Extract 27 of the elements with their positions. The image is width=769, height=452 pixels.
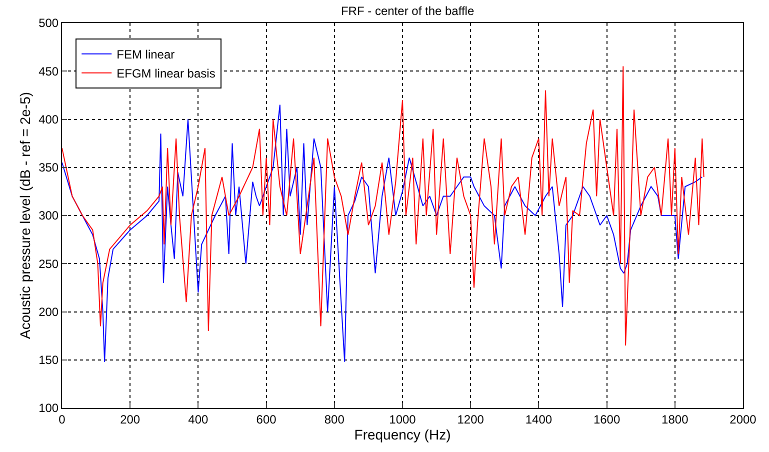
x-tick-label: 1600 xyxy=(593,412,620,426)
y-tick-label: 200 xyxy=(38,304,59,319)
y-tick-label: 100 xyxy=(38,401,59,416)
x-axis-title: Frequency (Hz) xyxy=(354,426,451,442)
y-tick-label: 400 xyxy=(38,112,59,126)
x-tick-label: 2000 xyxy=(730,412,757,426)
x-tick-label: 1200 xyxy=(457,412,484,426)
x-tick-label: 0 xyxy=(58,412,66,426)
y-tick-label: 300 xyxy=(38,208,59,223)
x-tick-label: 600 xyxy=(256,412,277,426)
y-tick-label: 350 xyxy=(38,160,59,175)
line-series xyxy=(62,66,704,346)
x-tick-label: 1400 xyxy=(525,412,552,426)
x-tick-label: 800 xyxy=(324,412,345,426)
legend-label: EFGM linear basis xyxy=(116,66,216,81)
x-tick-label: 1800 xyxy=(662,412,689,426)
y-tick-label: 500 xyxy=(38,16,59,30)
legend-label: FEM linear xyxy=(116,48,175,62)
y-tick-label: 150 xyxy=(38,353,59,368)
y-tick-label: 250 xyxy=(38,256,59,271)
y-tick-label: 450 xyxy=(38,64,59,78)
line-series xyxy=(62,104,703,362)
x-tick-label: 1000 xyxy=(389,412,416,426)
y-axis-title: Acoustic pressure level (dB - ref = 2e-5) xyxy=(17,92,34,340)
chart-title: FRF - center of the baffle xyxy=(340,4,474,18)
x-tick-label: 400 xyxy=(188,412,209,426)
x-tick-label: 200 xyxy=(120,412,140,426)
